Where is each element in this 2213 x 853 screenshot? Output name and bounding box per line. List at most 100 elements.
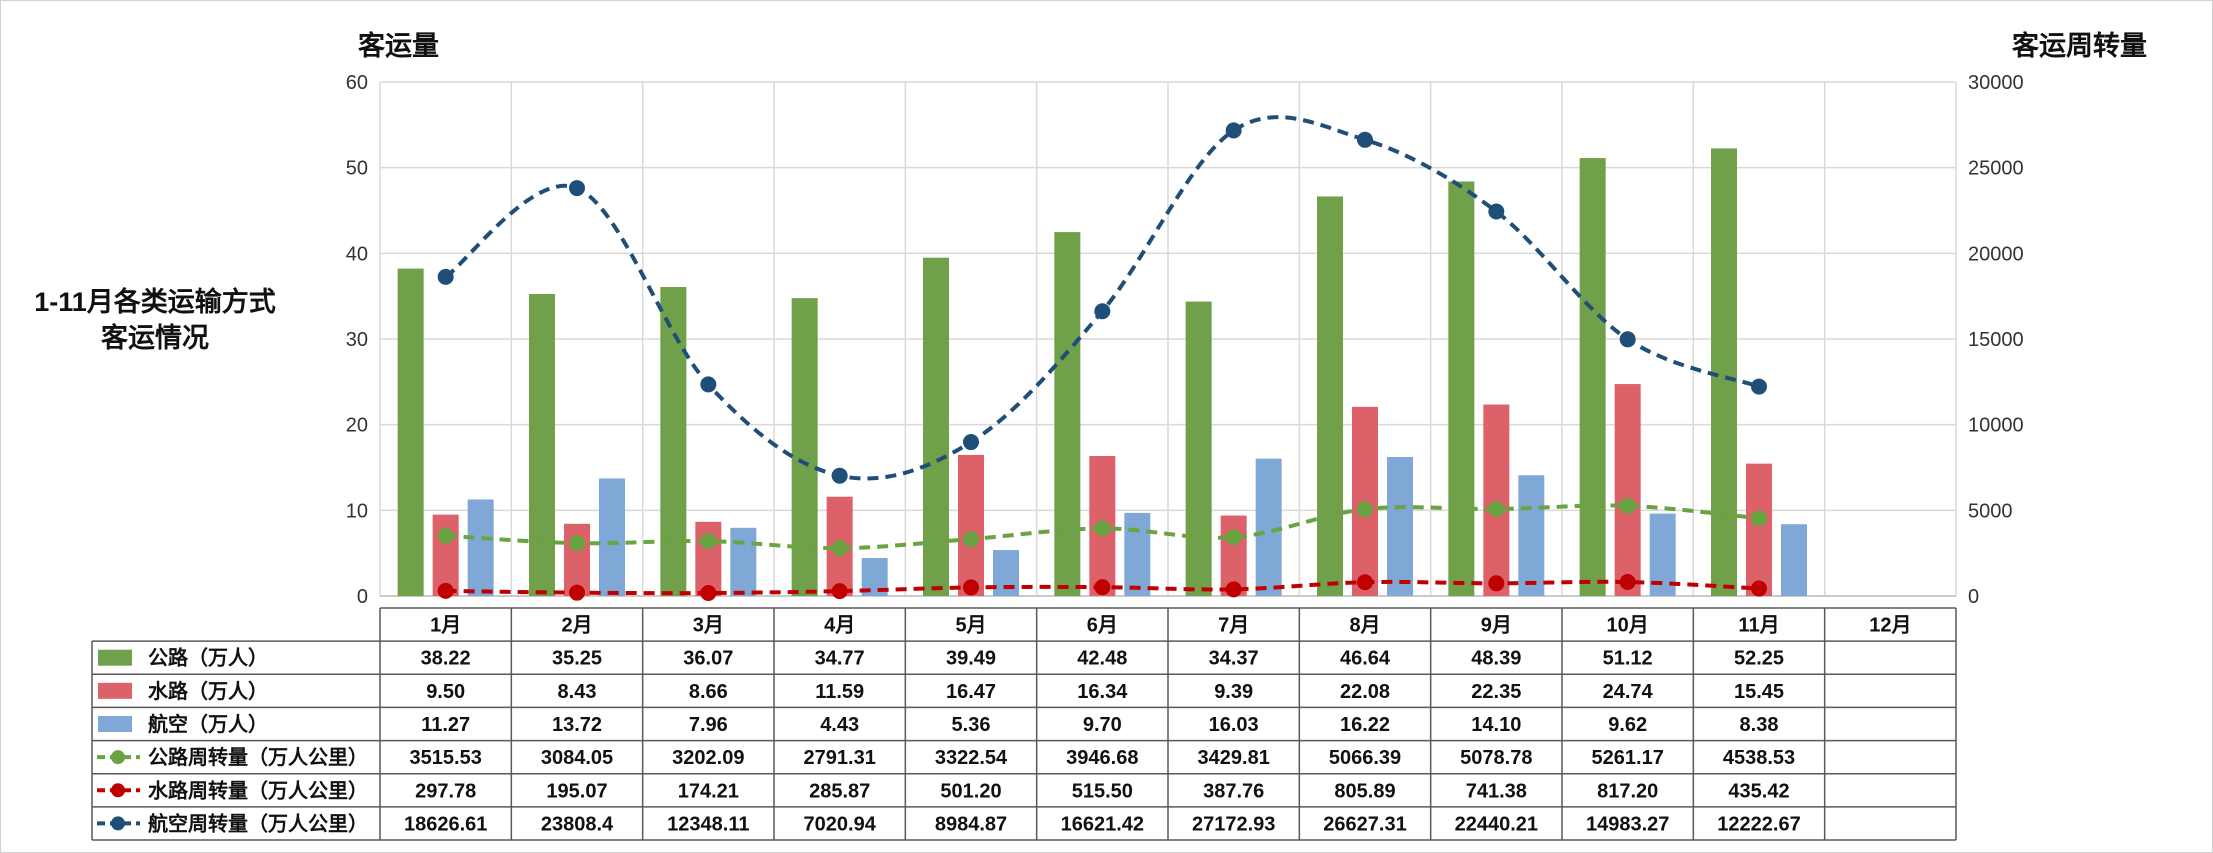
x-tick-label: 11月 xyxy=(1738,615,1779,637)
bar-mark xyxy=(1711,148,1737,596)
legend-swatch xyxy=(98,649,132,666)
data-label: 11.59 xyxy=(815,681,864,703)
line-point xyxy=(1357,501,1373,518)
bar-mark xyxy=(1185,301,1212,596)
data-label: 9.39 xyxy=(1214,681,1253,703)
data-label: 174.21 xyxy=(678,780,739,802)
chart-title: 1-11月各类运输方式客运情况 xyxy=(34,287,276,353)
line-point xyxy=(569,584,585,601)
line-point xyxy=(831,467,848,484)
bar-mark xyxy=(467,499,494,596)
x-tick-label: 10月 xyxy=(1607,615,1649,637)
data-label: 22.35 xyxy=(1471,681,1521,703)
bar-mark xyxy=(1579,158,1606,596)
bar-mark xyxy=(1124,512,1151,596)
data-label: 16621.42 xyxy=(1061,813,1144,835)
line-point xyxy=(1094,520,1111,537)
data-label: 4538.53 xyxy=(1723,747,1795,769)
bar-mark xyxy=(599,478,625,596)
data-label: 297.78 xyxy=(415,780,476,802)
bar-mark xyxy=(1448,181,1475,597)
data-label: 16.34 xyxy=(1077,681,1128,703)
line-point xyxy=(1488,500,1505,517)
data-label: 3084.05 xyxy=(541,747,613,769)
line-point xyxy=(831,540,848,557)
bar-mark xyxy=(695,521,722,596)
data-label: 9.70 xyxy=(1083,714,1122,736)
bar-mark xyxy=(660,287,687,596)
data-label: 5.36 xyxy=(952,714,991,736)
bar-mark xyxy=(1614,384,1641,596)
y-right-tick-label: 20000 xyxy=(1968,243,2024,265)
bar-mark xyxy=(958,454,984,596)
data-label: 3429.81 xyxy=(1198,747,1270,769)
line-point xyxy=(1619,573,1636,590)
data-label: 5078.78 xyxy=(1460,747,1532,769)
line-point xyxy=(831,583,848,600)
line-point xyxy=(1488,203,1505,220)
x-tick-label: 2月 xyxy=(561,615,592,637)
bar-mark xyxy=(993,550,1019,596)
legend-marker xyxy=(111,750,125,765)
bar-mark xyxy=(1746,463,1772,596)
legend-marker xyxy=(111,783,125,798)
x-tick-label: 1月 xyxy=(430,615,461,637)
line-point xyxy=(437,582,454,599)
legend-entry: 水路（万人） xyxy=(148,679,268,703)
line-point xyxy=(437,268,454,285)
data-label: 5066.39 xyxy=(1329,747,1401,769)
data-label: 805.89 xyxy=(1334,780,1395,802)
data-label: 34.77 xyxy=(815,648,865,670)
data-label: 8.38 xyxy=(1740,714,1779,736)
y-right-tick-label: 15000 xyxy=(1968,329,2024,351)
data-label: 8984.87 xyxy=(935,813,1007,835)
x-tick-label: 9月 xyxy=(1481,615,1512,637)
data-label: 52.25 xyxy=(1734,648,1784,670)
bar-mark xyxy=(1255,458,1282,596)
y-right-tick-label: 25000 xyxy=(1968,158,2024,180)
line-point xyxy=(1751,580,1767,597)
legend-entry: 公路（万人） xyxy=(148,646,268,670)
legend-marker xyxy=(111,816,125,831)
data-label: 18626.61 xyxy=(404,813,487,835)
line-point xyxy=(1357,131,1373,148)
bar-mark xyxy=(791,298,818,596)
data-label: 13.72 xyxy=(552,714,602,736)
data-label: 515.50 xyxy=(1072,780,1133,802)
y-right-tick-label: 10000 xyxy=(1968,415,2024,437)
data-label: 38.22 xyxy=(421,648,471,670)
y-left-tick-label: 40 xyxy=(346,243,368,265)
data-label: 12222.67 xyxy=(1717,813,1800,835)
line-point xyxy=(700,585,717,602)
data-label: 14.10 xyxy=(1471,714,1521,736)
data-label: 9.50 xyxy=(426,681,465,703)
y-left-tick-label: 50 xyxy=(346,158,368,180)
data-label: 15.45 xyxy=(1734,681,1784,703)
x-tick-label: 12月 xyxy=(1869,615,1911,637)
data-label: 36.07 xyxy=(683,648,733,670)
legend-entry: 公路周转量（万人公里） xyxy=(148,745,368,769)
line-point xyxy=(1225,529,1242,546)
y-right-tick-label: 0 xyxy=(1968,586,1979,608)
y-right-tick-label: 5000 xyxy=(1968,500,2013,522)
data-label: 3202.09 xyxy=(672,747,744,769)
data-label: 387.76 xyxy=(1203,780,1264,802)
x-tick-label: 3月 xyxy=(693,615,724,637)
bar-mark xyxy=(923,257,949,596)
data-label: 8.43 xyxy=(558,681,597,703)
data-label: 46.64 xyxy=(1340,648,1391,670)
legend-entry: 航空周转量（万人公里） xyxy=(148,811,368,835)
data-label: 35.25 xyxy=(552,648,602,670)
x-tick-label: 5月 xyxy=(955,615,986,637)
y-axis-right-title: 客运周转量 xyxy=(2012,31,2147,61)
data-label: 22.08 xyxy=(1340,681,1390,703)
data-label: 817.20 xyxy=(1597,780,1658,802)
data-label: 24.74 xyxy=(1603,681,1654,703)
y-axis-left-title: 客运量 xyxy=(358,31,439,61)
data-label: 16.47 xyxy=(946,681,996,703)
line-point xyxy=(963,531,979,548)
line-point xyxy=(1488,575,1505,592)
line-point xyxy=(569,180,585,197)
line-point xyxy=(963,579,979,596)
